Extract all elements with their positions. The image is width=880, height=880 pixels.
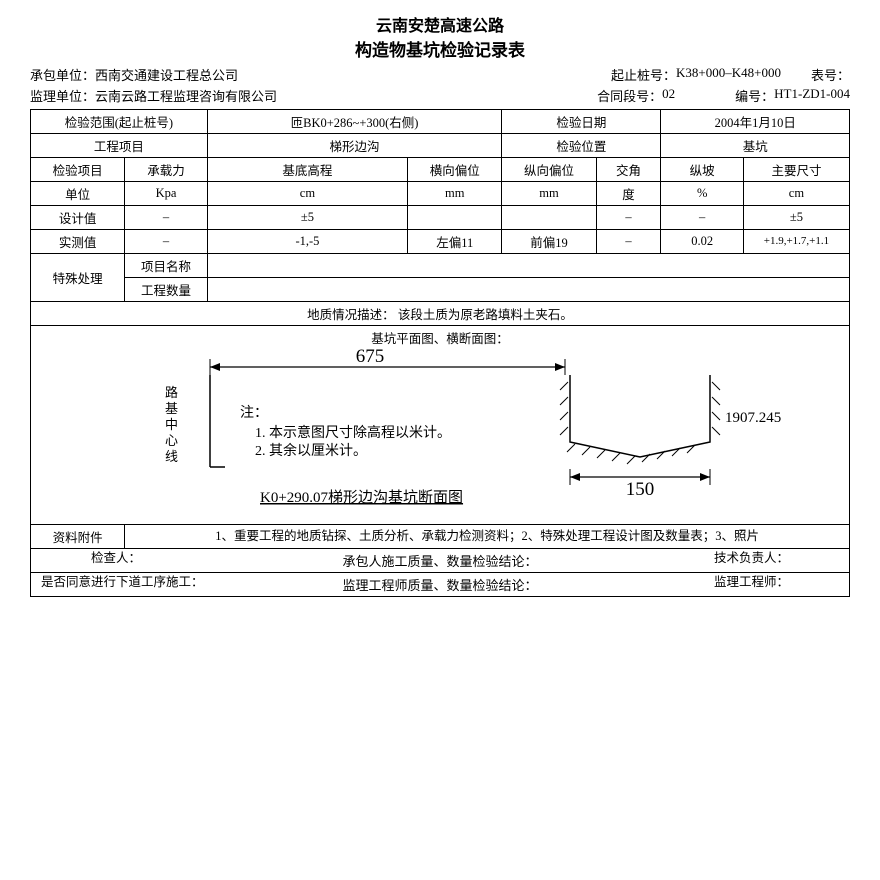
- design-v5: [502, 206, 596, 230]
- meta-row-1: 承包单位： 西南交通建设工程总公司 起止桩号： K38+000–K48+000 …: [30, 65, 850, 84]
- svg-text:心: 心: [165, 433, 178, 448]
- dim-bottom: 150: [626, 479, 655, 500]
- centerline-label: 路: [165, 385, 178, 400]
- formno-label: 表号：: [811, 65, 850, 84]
- note-label: 注：: [240, 405, 268, 421]
- location-value: 基坑: [661, 134, 850, 158]
- unit-mm1: mm: [408, 182, 502, 206]
- meta-row-2: 监理单位： 云南云路工程监理咨询有限公司 合同段号： 02 编号： HT1-ZD…: [30, 86, 850, 105]
- design-label: 设计值: [31, 206, 125, 230]
- header-bearing: 承载力: [125, 158, 208, 182]
- tech-lead-label: 技术负责人：: [714, 547, 789, 566]
- docno-value: HT1-ZD1-004: [774, 86, 850, 105]
- attach-text: 1、重要工程的地质钻探、土质分析、承载力检测资料；2、特殊处理工程设计图及数量表…: [125, 525, 850, 549]
- measured-v8: +1.9,+1.7,+1.1: [743, 230, 849, 254]
- measured-v6: –: [596, 230, 661, 254]
- header-lateral: 横向偏位: [408, 158, 502, 182]
- geology-row: 地质情况描述： 该段土质为原老路填料土夹石。: [31, 302, 850, 326]
- measured-v2: –: [125, 230, 208, 254]
- design-v3: ±5: [207, 206, 407, 230]
- location-label: 检验位置: [502, 134, 661, 158]
- scope-value: 匝BK0+286~+300(右侧): [207, 110, 502, 134]
- note-1: 1. 本示意图尺寸除高程以米计。: [255, 424, 451, 441]
- header-angle: 交角: [596, 158, 661, 182]
- dim-right: 1907.245: [725, 410, 781, 426]
- measured-label: 实测值: [31, 230, 125, 254]
- design-v7: –: [661, 206, 743, 230]
- cross-section-diagram: 路 基 中 心 线 675: [90, 347, 790, 522]
- svg-text:中: 中: [165, 417, 178, 432]
- project-value: 梯形边沟: [207, 134, 502, 158]
- supervisor-eng-label: 监理工程师：: [714, 571, 789, 590]
- header-size: 主要尺寸: [743, 158, 849, 182]
- docno-label: 编号：: [735, 86, 774, 105]
- measured-v7: 0.02: [661, 230, 743, 254]
- section-value: 02: [662, 86, 675, 105]
- station-label: 起止桩号：: [611, 65, 676, 84]
- unit-kpa: Kpa: [125, 182, 208, 206]
- section-label: 合同段号：: [597, 86, 662, 105]
- note-2: 2. 其余以厘米计。: [255, 442, 367, 459]
- form-title: 构造物基坑检验记录表: [30, 36, 850, 61]
- svg-text:基: 基: [165, 401, 178, 416]
- date-value: 2004年1月10日: [661, 110, 850, 134]
- units-label: 单位: [31, 182, 125, 206]
- inspection-table: 检验范围(起止桩号) 匝BK0+286~+300(右侧) 检验日期 2004年1…: [30, 109, 850, 597]
- contractor-label: 承包单位：: [30, 65, 95, 84]
- measured-v3: -1,-5: [207, 230, 407, 254]
- design-v8: ±5: [743, 206, 849, 230]
- header-slope: 纵坡: [661, 158, 743, 182]
- contractor-sign-block: 承包人施工质量、数量检验结论： 检查人： 技术负责人：: [31, 549, 850, 573]
- supervisor-label: 监理单位：: [30, 86, 95, 105]
- diagram-caption: K0+290.07梯形边沟基坑断面图: [260, 489, 463, 506]
- inspector-label: 检查人：: [91, 547, 141, 566]
- diagram-title: 基坑平面图、横断面图：: [34, 328, 846, 347]
- unit-mm2: mm: [502, 182, 596, 206]
- supervisor-value: 云南云路工程监理咨询有限公司: [95, 86, 277, 105]
- diagram-cell: 基坑平面图、横断面图： 路 基 中 心 线 675: [31, 326, 850, 525]
- unit-cm2: cm: [743, 182, 849, 206]
- special-name-label: 项目名称: [125, 254, 208, 278]
- proceed-label: 是否同意进行下道工序施工：: [41, 571, 204, 590]
- design-v2: –: [125, 206, 208, 230]
- header-longitudinal: 纵向偏位: [502, 158, 596, 182]
- unit-pct: %: [661, 182, 743, 206]
- special-name-value: [207, 254, 849, 278]
- special-qty-value: [207, 278, 849, 302]
- svg-text:线: 线: [165, 449, 178, 464]
- attach-label: 资料附件: [31, 525, 125, 549]
- unit-cm: cm: [207, 182, 407, 206]
- header-item: 检验项目: [31, 158, 125, 182]
- supervisor-sign-block: 监理工程师质量、数量检验结论： 是否同意进行下道工序施工： 监理工程师：: [31, 573, 850, 597]
- station-value: K38+000–K48+000: [676, 65, 781, 84]
- project-label: 工程项目: [31, 134, 208, 158]
- measured-v5: 前偏19: [502, 230, 596, 254]
- project-title: 云南安楚高速公路: [30, 12, 850, 36]
- geology-label: 地质情况描述：: [307, 308, 395, 322]
- design-v4: [408, 206, 502, 230]
- date-label: 检验日期: [502, 110, 661, 134]
- special-qty-label: 工程数量: [125, 278, 208, 302]
- header-elevation: 基底高程: [207, 158, 407, 182]
- special-label: 特殊处理: [31, 254, 125, 302]
- measured-v4: 左偏11: [408, 230, 502, 254]
- scope-label: 检验范围(起止桩号): [31, 110, 208, 134]
- dim-top: 675: [356, 347, 385, 367]
- design-v6: –: [596, 206, 661, 230]
- geology-text: 该段土质为原老路填料土夹石。: [398, 308, 573, 322]
- contractor-value: 西南交通建设工程总公司: [95, 65, 238, 84]
- unit-deg: 度: [596, 182, 661, 206]
